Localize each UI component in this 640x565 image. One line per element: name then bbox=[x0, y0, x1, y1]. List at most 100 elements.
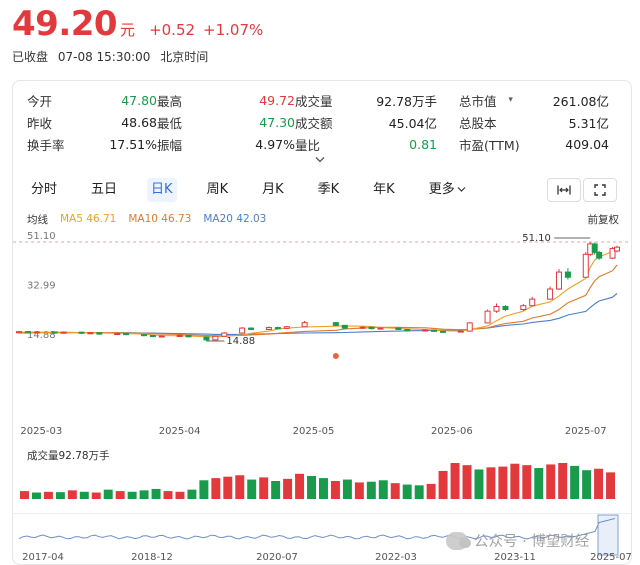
volume-bar bbox=[498, 466, 508, 499]
stat-label: 换手率 bbox=[27, 137, 65, 153]
tab-3[interactable]: 周K bbox=[203, 178, 233, 202]
tab-7[interactable]: 更多 bbox=[425, 178, 470, 202]
candle-body bbox=[431, 329, 438, 332]
status-timezone: 北京时间 bbox=[160, 50, 209, 64]
chevron-down-icon[interactable] bbox=[315, 154, 325, 167]
market-status: 已收盘 07-08 15:30:00 北京时间 bbox=[12, 48, 214, 65]
overview-navigator[interactable]: 2017-04 2018-12 2020-07 2022-03 2023-11 2025-… bbox=[13, 513, 631, 563]
candle-body bbox=[359, 326, 366, 329]
candle-body bbox=[377, 327, 384, 330]
tab-4[interactable]: 月K bbox=[258, 178, 288, 202]
tab-label: 周K bbox=[206, 182, 229, 197]
candle-body bbox=[33, 331, 40, 334]
volume-bar bbox=[163, 491, 173, 499]
stats-row: 今开 47.80 最高 49.72 成交量 92.78万手 总市值 ▾ 261.08亿 bbox=[27, 89, 623, 111]
stat-label: 市盈(TTM) bbox=[459, 137, 520, 153]
candle-body bbox=[422, 329, 429, 332]
volume-bar bbox=[354, 482, 364, 499]
volume-bar bbox=[151, 488, 161, 499]
watermark: 公众号 · 博望财经 bbox=[446, 530, 589, 551]
stat-cell: 换手率 17.51% bbox=[27, 135, 157, 154]
tab-label: 分时 bbox=[31, 182, 58, 197]
stat-label: 最高 bbox=[157, 93, 183, 109]
candle-body bbox=[484, 310, 491, 324]
overview-x-tick: 2020-07 bbox=[256, 552, 298, 563]
volume-bar bbox=[139, 490, 149, 499]
candle-body bbox=[114, 333, 121, 336]
volume-bar bbox=[462, 465, 472, 499]
candle-body bbox=[265, 327, 272, 330]
candle-body bbox=[24, 331, 31, 334]
stat-label: 最低 bbox=[157, 115, 183, 131]
tab-label: 五日 bbox=[91, 182, 118, 197]
tab-2[interactable]: 日K bbox=[147, 178, 177, 202]
volume-bar bbox=[390, 483, 400, 499]
tab-label: 月K bbox=[262, 182, 284, 197]
fit-width-icon[interactable] bbox=[547, 178, 581, 202]
stat-label: 振幅 bbox=[157, 137, 183, 153]
period-tabs: 分时 五日 日K 周K 月K 季K 年K 更多 bbox=[27, 177, 496, 203]
adjust-mode[interactable]: 前复权 bbox=[587, 213, 620, 226]
x-tick-label: 2025-05 bbox=[293, 426, 335, 437]
volume-bar bbox=[235, 475, 245, 499]
tab-1[interactable]: 五日 bbox=[87, 178, 121, 202]
tab-5[interactable]: 季K bbox=[314, 178, 344, 202]
candle-body bbox=[439, 330, 446, 333]
candlestick-chart[interactable]: 51.10 32.99 14.88 14.88 51.10 2025-03 2025-04 2… bbox=[13, 229, 631, 449]
stat-cell: 最低 47.30 bbox=[157, 113, 295, 132]
stat-value: 47.80 bbox=[121, 92, 157, 108]
volume-bar bbox=[115, 491, 125, 499]
volume-title: 成交量92.78万手 bbox=[27, 450, 110, 462]
volume-bar bbox=[271, 481, 281, 499]
tab-6[interactable]: 年K bbox=[369, 178, 399, 202]
volume-bar bbox=[283, 478, 293, 499]
x-tick-label: 2025-03 bbox=[20, 426, 62, 437]
price-change: +0.52 bbox=[149, 21, 196, 39]
x-tick-label: 2025-07 bbox=[565, 426, 607, 437]
candle-body bbox=[591, 243, 598, 253]
candle-body bbox=[520, 305, 527, 311]
candle-body bbox=[596, 251, 603, 259]
candle-body bbox=[564, 271, 571, 278]
volume-bar bbox=[199, 480, 209, 499]
stat-cell: 总股本 5.31亿 bbox=[459, 113, 609, 132]
volume-bar bbox=[319, 478, 328, 499]
candle-body bbox=[78, 331, 85, 334]
candle-body bbox=[582, 253, 589, 278]
event-marker bbox=[332, 353, 339, 359]
dropdown-caret-icon[interactable]: ▾ bbox=[508, 95, 513, 105]
ma20-line bbox=[19, 292, 618, 335]
status-label: 已收盘 bbox=[12, 50, 49, 64]
fullscreen-icon[interactable] bbox=[583, 178, 617, 202]
stat-value: 261.08亿 bbox=[552, 93, 609, 109]
ma5-value: MA5 46.71 bbox=[60, 213, 117, 225]
stat-label: 成交量 bbox=[295, 93, 333, 109]
candle-body bbox=[158, 335, 165, 338]
volume-bar bbox=[67, 490, 77, 499]
candle-body bbox=[87, 332, 94, 335]
candle-body bbox=[176, 334, 183, 337]
stat-value: 45.04亿 bbox=[388, 115, 437, 131]
stat-cell: 成交量 92.78万手 bbox=[295, 91, 437, 110]
high-annotation: 51.10 bbox=[522, 233, 551, 244]
volume-bar bbox=[330, 481, 340, 499]
x-tick-label: 2025-04 bbox=[159, 426, 201, 437]
price-unit: 元 bbox=[120, 21, 136, 39]
volume-bar bbox=[55, 492, 65, 499]
volume-bar bbox=[187, 489, 197, 499]
volume-bar bbox=[103, 489, 113, 499]
stat-label: 今开 bbox=[27, 93, 53, 109]
volume-bar bbox=[426, 483, 436, 499]
stats-row: 换手率 17.51% 振幅 4.97% 量比 0.81 市盈(TTM) 409.04 bbox=[27, 133, 623, 155]
watermark-text: 公众号 · 博望财经 bbox=[474, 534, 590, 550]
tab-0[interactable]: 分时 bbox=[27, 178, 61, 202]
overview-x-tick: 2025-07 bbox=[590, 552, 631, 563]
stat-value: 4.97% bbox=[255, 136, 295, 152]
stat-value: 48.68 bbox=[121, 114, 157, 130]
volume-bar bbox=[247, 479, 257, 499]
price-change-pct: +1.07% bbox=[203, 21, 264, 39]
stat-cell: 市盈(TTM) 409.04 bbox=[459, 135, 609, 154]
volume-bar bbox=[522, 465, 532, 499]
candle-body bbox=[404, 328, 411, 332]
candle-body bbox=[614, 246, 620, 252]
